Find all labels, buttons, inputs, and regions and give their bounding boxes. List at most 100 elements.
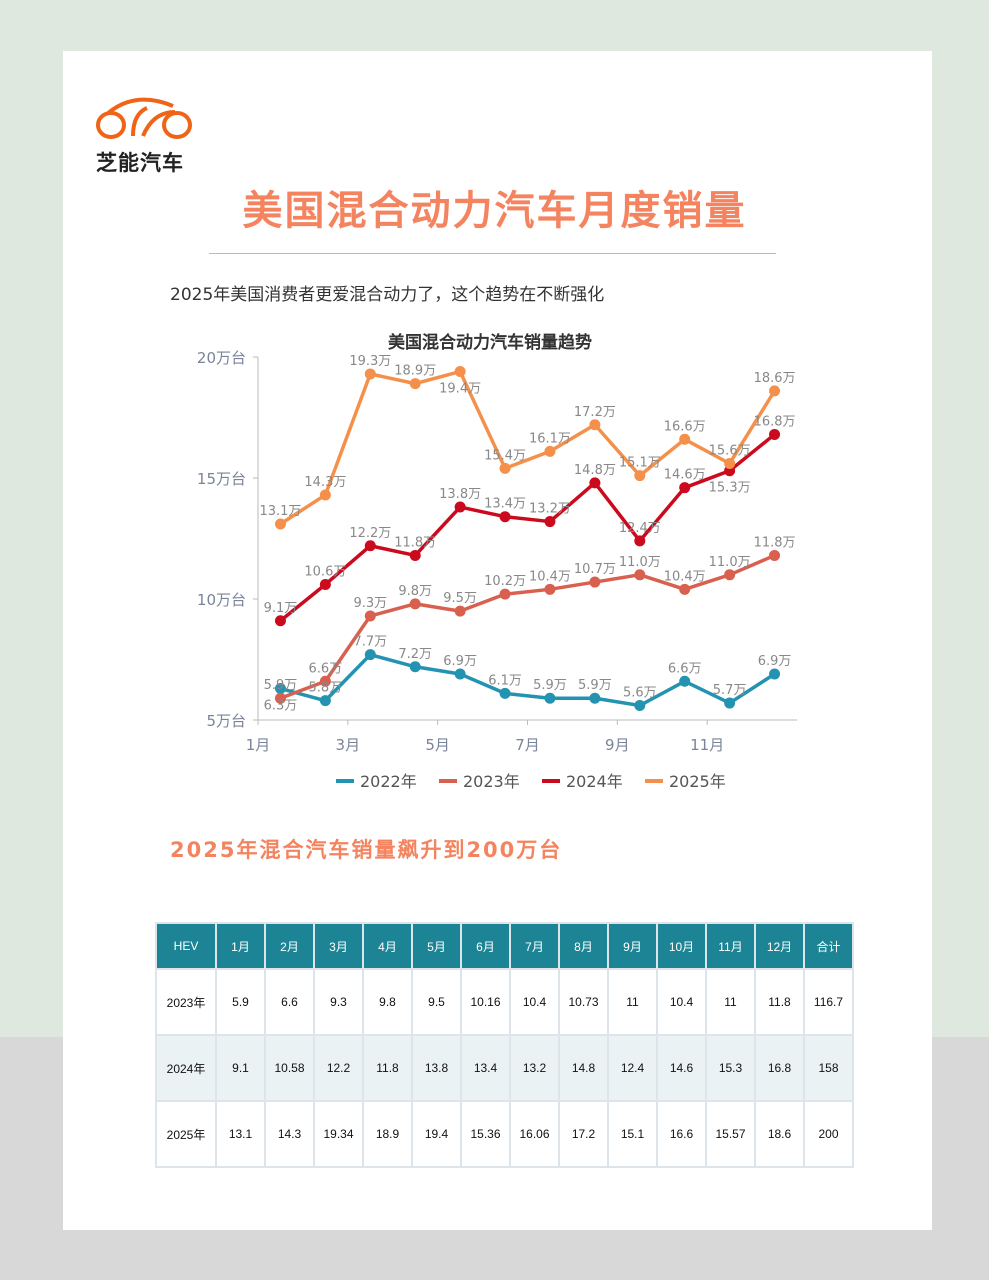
data-label: 12.2万: [349, 526, 391, 541]
data-label: 16.1万: [529, 431, 571, 446]
data-label: 6.1万: [488, 673, 522, 688]
data-point: [589, 576, 601, 588]
data-label: 16.8万: [754, 414, 796, 429]
data-label: 19.4万: [439, 382, 481, 397]
table-header-cell: 10月: [656, 922, 707, 970]
section-heading: 2025年混合汽车销量飙升到200万台: [170, 838, 563, 862]
data-label: 6.9万: [758, 654, 792, 669]
data-point: [679, 675, 691, 687]
series-line-2023年: [279, 553, 776, 700]
data-label: 5.7万: [713, 683, 747, 698]
table-cell: 11: [607, 968, 658, 1036]
table-header-cell: 8月: [558, 922, 609, 970]
data-point: [319, 578, 331, 590]
data-label: 13.4万: [484, 497, 526, 512]
data-label: 10.2万: [484, 574, 526, 589]
table-cell: 9.3: [313, 968, 364, 1036]
table-cell: 15.3: [705, 1034, 756, 1102]
data-label: 10.7万: [574, 562, 616, 577]
data-label: 5.6万: [623, 685, 657, 700]
sales-table: HEV 1月 2月 3月 4月 5月 6月 7月 8月 9月 10月 11月 12月 合计 2023年 5.…: [155, 922, 854, 1168]
table-cell: 10.4: [509, 968, 560, 1036]
data-label: 13.2万: [529, 502, 571, 517]
table-header-cell: 2月: [264, 922, 315, 970]
chart-title: 美国混合动力汽车销量趋势: [388, 333, 592, 353]
data-point: [364, 540, 376, 552]
data-point: [544, 692, 556, 704]
table-cell: 12.2: [313, 1034, 364, 1102]
data-point: [274, 615, 286, 627]
data-label: 9.8万: [398, 584, 432, 599]
table-cell: 16.8: [754, 1034, 805, 1102]
data-label: 16.6万: [664, 419, 706, 434]
table-cell: 9.5: [411, 968, 462, 1036]
table-cell: 16.06: [509, 1100, 560, 1168]
x-tick-label: 11月: [690, 736, 724, 754]
table-cell: 14.6: [656, 1034, 707, 1102]
table-header-cell: 6月: [460, 922, 511, 970]
data-label: 14.8万: [574, 463, 616, 478]
table-header-cell: 12月: [754, 922, 805, 970]
data-label: 5.9万: [264, 678, 298, 693]
data-point: [634, 535, 646, 547]
data-point: [319, 695, 331, 707]
data-label: 5.9万: [578, 678, 612, 693]
table-cell: 9.8: [362, 968, 413, 1036]
page-title: 美国混合动力汽车月度销量: [242, 188, 747, 234]
data-point: [589, 419, 601, 431]
table-cell: 18.9: [362, 1100, 413, 1168]
data-point: [409, 661, 421, 673]
data-label: 19.3万: [349, 354, 391, 369]
data-point: [634, 569, 646, 581]
data-point: [274, 683, 286, 695]
data-point: [769, 385, 781, 397]
table-header-cell: 9月: [607, 922, 658, 970]
table-cell: 14.3: [264, 1100, 315, 1168]
data-point: [364, 649, 376, 661]
data-label: 12.4万: [619, 521, 661, 536]
y-tick-label: 15万台: [197, 470, 246, 488]
data-label: 18.6万: [754, 371, 796, 386]
data-label: 15.4万: [484, 448, 526, 463]
data-point: [454, 605, 466, 617]
table-cell: 13.1: [215, 1100, 266, 1168]
line-chart: 5万台 10万台 15万台 20万台 1月 3月 5月 7月 9月 11月 2022年 2023年 20…: [197, 349, 797, 791]
data-label: 11.8万: [394, 535, 436, 550]
data-label: 6.9万: [443, 654, 477, 669]
table-cell: 12.4: [607, 1034, 658, 1102]
data-label: 11.0万: [709, 555, 751, 570]
table-cell: 6.6: [264, 968, 315, 1036]
legend-label: 2023年: [463, 772, 520, 791]
data-point: [769, 549, 781, 561]
table-cell: 15.57: [705, 1100, 756, 1168]
data-point: [274, 692, 286, 704]
data-point: [589, 477, 601, 489]
table-header-cell: 合计: [803, 922, 854, 970]
data-label: 6.6万: [668, 661, 702, 676]
data-point: [634, 699, 646, 711]
table-header-cell: 7月: [509, 922, 560, 970]
table-cell: 15.1: [607, 1100, 658, 1168]
table-cell: 13.2: [509, 1034, 560, 1102]
data-point: [499, 462, 511, 474]
table-cell: 2023年: [155, 968, 217, 1036]
x-tick-label: 7月: [515, 736, 540, 754]
data-point: [274, 518, 286, 530]
table-cell: 2025年: [155, 1100, 217, 1168]
data-label: 7.7万: [353, 635, 387, 650]
data-label: 14.3万: [304, 475, 346, 490]
table-cell: 5.9: [215, 968, 266, 1036]
table-header-cell: HEV: [155, 922, 217, 970]
y-tick-label: 20万台: [197, 349, 246, 367]
subtitle: 2025年美国消费者更爱混合动力了，这个趋势在不断强化: [170, 285, 605, 305]
series-line-2022年: [280, 652, 776, 708]
table-header-cell: 11月: [705, 922, 756, 970]
table-cell: 16.6: [656, 1100, 707, 1168]
data-label: 13.1万: [259, 504, 301, 519]
table-header-row: HEV 1月 2月 3月 4月 5月 6月 7月 8月 9月 10月 11月 12月 合计: [155, 922, 854, 970]
data-point: [454, 668, 466, 680]
data-point: [769, 428, 781, 440]
legend-label: 2022年: [360, 772, 417, 791]
data-label: 13.8万: [439, 487, 481, 502]
series-layer: [274, 366, 781, 711]
